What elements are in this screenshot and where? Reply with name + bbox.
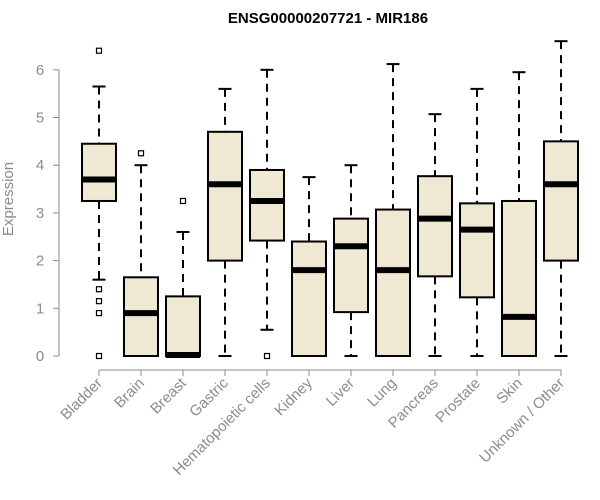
iqr-box bbox=[249, 168, 285, 242]
box-11 bbox=[501, 71, 537, 357]
x-tick-label: Prostate bbox=[432, 375, 484, 427]
box-1 bbox=[81, 47, 117, 360]
iqr-box bbox=[291, 240, 327, 358]
y-tick-label: 2 bbox=[36, 253, 44, 270]
iqr-box bbox=[375, 208, 411, 357]
box-7 bbox=[333, 164, 369, 357]
y-ticks: 0 1 2 3 4 5 6 bbox=[36, 62, 59, 365]
iqr-box bbox=[207, 130, 243, 262]
box-2 bbox=[123, 150, 159, 358]
iqr-box bbox=[333, 217, 369, 314]
iqr-box bbox=[165, 295, 201, 357]
iqr-box bbox=[501, 199, 537, 357]
outlier-point bbox=[95, 47, 103, 54]
x-tick-label: Breast bbox=[147, 374, 190, 417]
outlier-point bbox=[95, 298, 103, 305]
y-tick-label: 6 bbox=[36, 62, 44, 79]
x-tick-label: Bladder bbox=[57, 375, 106, 424]
outlier-point bbox=[95, 352, 103, 360]
x-tick-label: Skin bbox=[493, 375, 526, 408]
y-axis-label: Expression bbox=[0, 162, 17, 236]
y-tick-label: 3 bbox=[36, 205, 44, 222]
outlier-point bbox=[95, 309, 103, 317]
outlier-point bbox=[263, 352, 271, 360]
x-tick-label: Lung bbox=[364, 375, 400, 411]
outlier-point bbox=[95, 286, 103, 293]
boxes bbox=[81, 40, 579, 360]
box-5 bbox=[249, 68, 285, 360]
chart-title: ENSG00000207721 - MIR186 bbox=[228, 10, 428, 27]
iqr-box bbox=[81, 142, 117, 202]
box-8 bbox=[375, 63, 411, 357]
x-tick-label: Brain bbox=[111, 375, 148, 412]
y-tick-label: 1 bbox=[36, 300, 44, 317]
iqr-box bbox=[459, 202, 495, 299]
iqr-box bbox=[417, 175, 453, 278]
y-tick-label: 0 bbox=[36, 348, 44, 365]
iqr-box bbox=[123, 276, 159, 358]
iqr-box bbox=[543, 140, 579, 262]
outlier-point bbox=[179, 197, 187, 205]
y-tick-label: 5 bbox=[36, 110, 44, 127]
box-3 bbox=[165, 197, 201, 359]
y-tick-label: 4 bbox=[36, 157, 44, 174]
box-4 bbox=[207, 87, 243, 357]
x-tick-label: Kidney bbox=[271, 374, 316, 419]
x-tick-label: Liver bbox=[323, 375, 358, 410]
box-9 bbox=[417, 113, 453, 357]
box-12 bbox=[543, 40, 579, 357]
box-6 bbox=[291, 176, 327, 358]
outlier-point bbox=[137, 150, 145, 157]
box-10 bbox=[459, 87, 495, 357]
